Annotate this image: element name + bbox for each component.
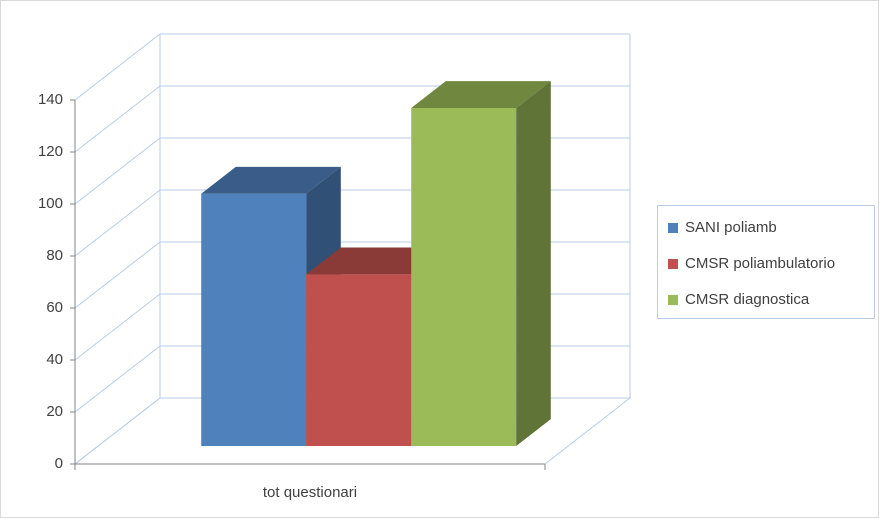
bar-front: [201, 193, 307, 446]
bar-side: [516, 81, 551, 446]
legend-label: SANI poliamb: [685, 219, 777, 236]
legend-label: CMSR diagnostica: [685, 291, 810, 308]
legend-label: CMSR poliambulatorio: [685, 255, 835, 272]
legend-swatch: [668, 259, 678, 269]
legend: SANI poliamb CMSR poliambulatorio CMSR dia…: [657, 205, 875, 319]
y-tick-label: 20: [46, 403, 63, 420]
bar-front: [411, 107, 517, 446]
legend-box: [657, 205, 875, 319]
bar-top: [306, 247, 446, 275]
grid-line: [74, 33, 630, 101]
y-tick-label: 40: [46, 351, 63, 368]
bar-top: [201, 166, 341, 194]
y-tick-label: 140: [38, 91, 63, 108]
plot-area: 0 20 40 60 80 100 120 140 tot questionari: [38, 33, 632, 501]
x-tick-label: tot questionari: [263, 484, 357, 501]
y-tick-label: 60: [46, 299, 63, 316]
y-tick-label: 0: [55, 455, 63, 472]
bar-top: [411, 81, 551, 108]
bar-front: [306, 274, 412, 446]
y-tick-label: 120: [38, 143, 63, 160]
y-tick-label: 100: [38, 195, 63, 212]
legend-swatch: [668, 223, 678, 233]
y-tick-label: 80: [46, 247, 63, 264]
legend-swatch: [668, 295, 678, 305]
bar: [411, 81, 551, 446]
